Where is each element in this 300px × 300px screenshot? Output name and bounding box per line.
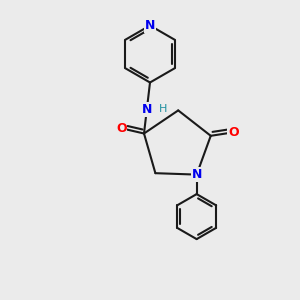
Text: O: O [116, 122, 127, 136]
Text: N: N [191, 168, 202, 181]
Text: H: H [159, 104, 168, 115]
Text: N: N [145, 19, 155, 32]
Text: N: N [142, 103, 152, 116]
Text: O: O [228, 126, 238, 139]
